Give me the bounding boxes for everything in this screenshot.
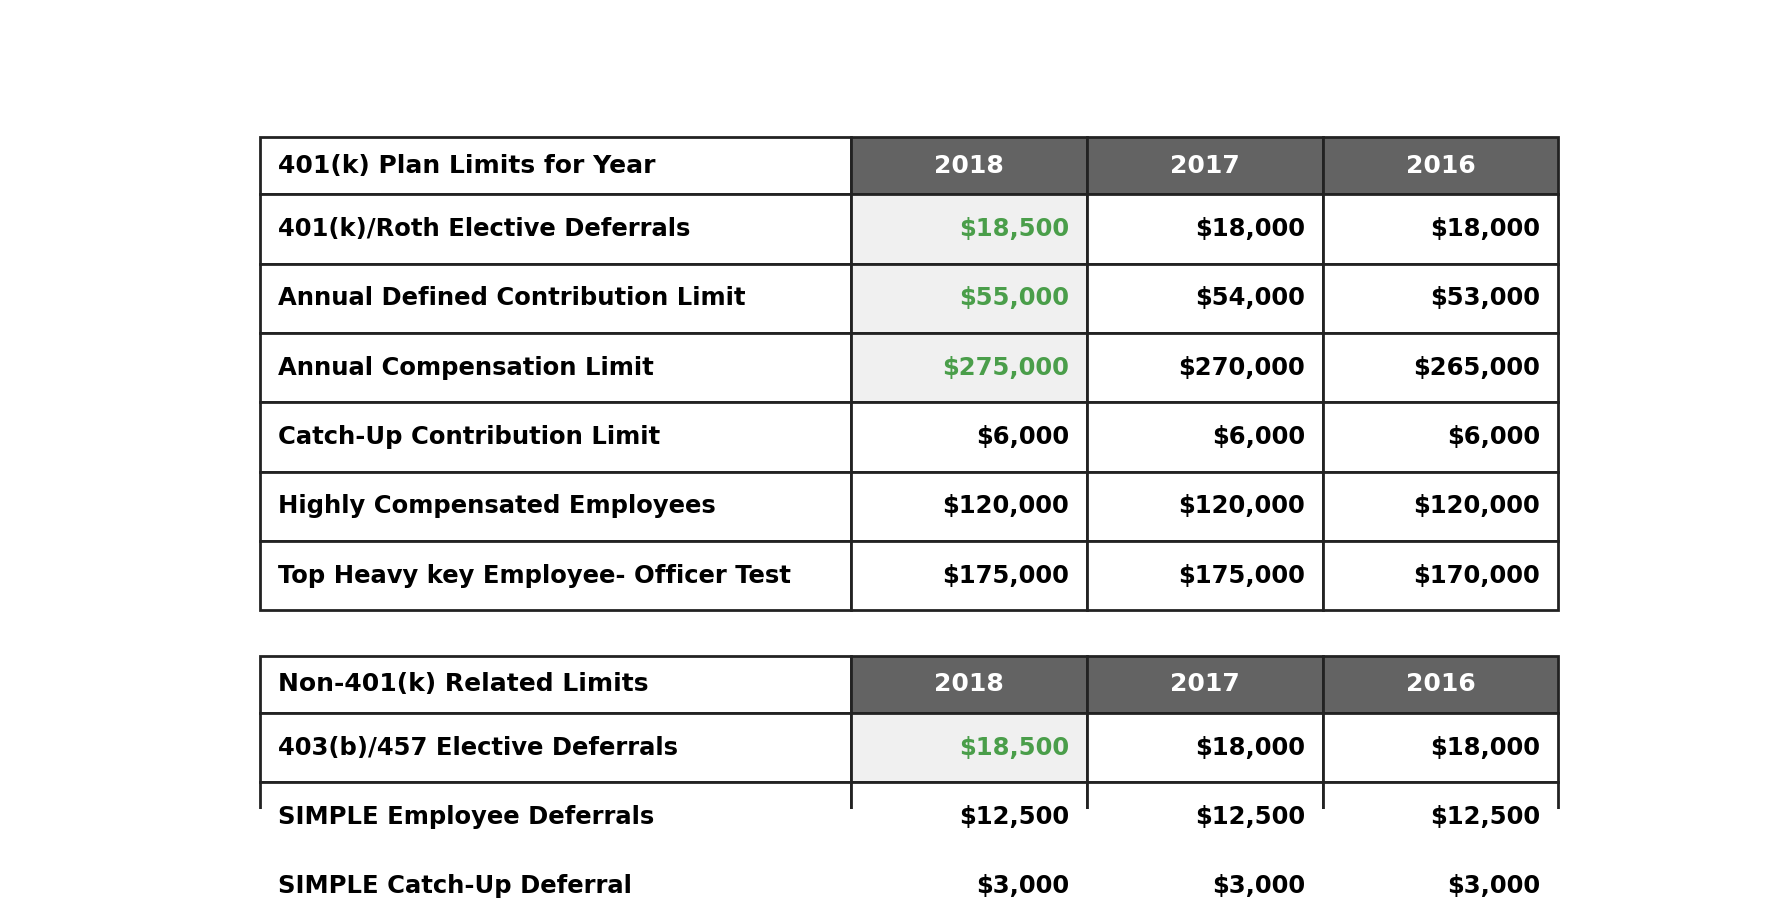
Bar bbox=[1087, 137, 1323, 195]
Text: $3,000: $3,000 bbox=[1211, 874, 1305, 898]
Text: $55,000: $55,000 bbox=[959, 286, 1069, 310]
Text: Highly Compensated Employees: Highly Compensated Employees bbox=[278, 494, 716, 518]
Text: Top Heavy key Employee- Officer Test: Top Heavy key Employee- Officer Test bbox=[278, 564, 791, 587]
Bar bbox=[1323, 852, 1557, 909]
Bar bbox=[261, 541, 851, 610]
Text: $18,000: $18,000 bbox=[1195, 217, 1305, 241]
Text: $12,500: $12,500 bbox=[1195, 805, 1305, 829]
Text: $6,000: $6,000 bbox=[1211, 425, 1305, 449]
Text: SIMPLE Catch-Up Deferral: SIMPLE Catch-Up Deferral bbox=[278, 874, 631, 898]
Text: 401(k)/Roth Elective Deferrals: 401(k)/Roth Elective Deferrals bbox=[278, 217, 690, 241]
Bar bbox=[1323, 264, 1557, 333]
Text: 2017: 2017 bbox=[1170, 673, 1239, 696]
Text: $270,000: $270,000 bbox=[1177, 355, 1305, 380]
Text: $175,000: $175,000 bbox=[941, 564, 1069, 587]
Bar bbox=[1087, 852, 1323, 909]
Bar bbox=[1323, 195, 1557, 264]
Text: $170,000: $170,000 bbox=[1413, 564, 1539, 587]
Text: $12,500: $12,500 bbox=[959, 805, 1069, 829]
Text: SIMPLE Employee Deferrals: SIMPLE Employee Deferrals bbox=[278, 805, 654, 829]
Bar bbox=[851, 137, 1087, 195]
Text: 401(k) Plan Limits for Year: 401(k) Plan Limits for Year bbox=[278, 154, 656, 178]
Bar bbox=[851, 541, 1087, 610]
Bar bbox=[261, 714, 851, 783]
Bar bbox=[851, 783, 1087, 852]
Bar bbox=[261, 403, 851, 472]
Text: $18,500: $18,500 bbox=[959, 217, 1069, 241]
Bar bbox=[261, 137, 851, 195]
Bar bbox=[1087, 783, 1323, 852]
Text: $12,500: $12,500 bbox=[1429, 805, 1539, 829]
Bar bbox=[1323, 403, 1557, 472]
Bar bbox=[1087, 333, 1323, 403]
Bar bbox=[261, 472, 851, 541]
Text: $120,000: $120,000 bbox=[941, 494, 1069, 518]
Bar bbox=[261, 852, 851, 909]
Bar bbox=[851, 403, 1087, 472]
Text: $54,000: $54,000 bbox=[1195, 286, 1305, 310]
Text: $175,000: $175,000 bbox=[1177, 564, 1305, 587]
Bar bbox=[851, 195, 1087, 264]
Bar bbox=[851, 852, 1087, 909]
Bar bbox=[1087, 195, 1323, 264]
Bar bbox=[851, 333, 1087, 403]
Bar bbox=[261, 333, 851, 403]
Text: 2016: 2016 bbox=[1404, 154, 1475, 178]
Bar bbox=[261, 783, 851, 852]
Text: $3,000: $3,000 bbox=[975, 874, 1069, 898]
Bar bbox=[261, 264, 851, 333]
Text: $265,000: $265,000 bbox=[1413, 355, 1539, 380]
Text: $18,500: $18,500 bbox=[959, 735, 1069, 760]
Bar bbox=[851, 714, 1087, 783]
Bar bbox=[1087, 472, 1323, 541]
Text: $6,000: $6,000 bbox=[975, 425, 1069, 449]
Bar bbox=[261, 195, 851, 264]
Text: Annual Defined Contribution Limit: Annual Defined Contribution Limit bbox=[278, 286, 745, 310]
Bar bbox=[1323, 472, 1557, 541]
Text: Annual Compensation Limit: Annual Compensation Limit bbox=[278, 355, 654, 380]
Bar bbox=[1087, 403, 1323, 472]
Text: $18,000: $18,000 bbox=[1195, 735, 1305, 760]
Text: 2016: 2016 bbox=[1404, 673, 1475, 696]
Text: $275,000: $275,000 bbox=[941, 355, 1069, 380]
Bar bbox=[1087, 714, 1323, 783]
Text: Non-401(k) Related Limits: Non-401(k) Related Limits bbox=[278, 673, 649, 696]
Bar bbox=[261, 655, 851, 714]
Text: $120,000: $120,000 bbox=[1177, 494, 1305, 518]
Text: 403(b)/457 Elective Deferrals: 403(b)/457 Elective Deferrals bbox=[278, 735, 677, 760]
Text: $6,000: $6,000 bbox=[1447, 425, 1539, 449]
Bar bbox=[851, 264, 1087, 333]
Text: 2018: 2018 bbox=[933, 154, 1004, 178]
Bar bbox=[851, 655, 1087, 714]
Bar bbox=[1323, 333, 1557, 403]
Bar bbox=[1087, 655, 1323, 714]
Text: 2017: 2017 bbox=[1170, 154, 1239, 178]
Bar bbox=[1323, 714, 1557, 783]
Bar bbox=[1323, 655, 1557, 714]
Bar bbox=[1323, 783, 1557, 852]
Bar bbox=[1087, 264, 1323, 333]
Bar bbox=[1087, 541, 1323, 610]
Bar bbox=[851, 472, 1087, 541]
Text: $18,000: $18,000 bbox=[1429, 735, 1539, 760]
Text: $53,000: $53,000 bbox=[1429, 286, 1539, 310]
Text: $18,000: $18,000 bbox=[1429, 217, 1539, 241]
Bar bbox=[1323, 541, 1557, 610]
Text: $3,000: $3,000 bbox=[1447, 874, 1539, 898]
Text: 2018: 2018 bbox=[933, 673, 1004, 696]
Text: Catch-Up Contribution Limit: Catch-Up Contribution Limit bbox=[278, 425, 660, 449]
Bar bbox=[1323, 137, 1557, 195]
Text: $120,000: $120,000 bbox=[1413, 494, 1539, 518]
